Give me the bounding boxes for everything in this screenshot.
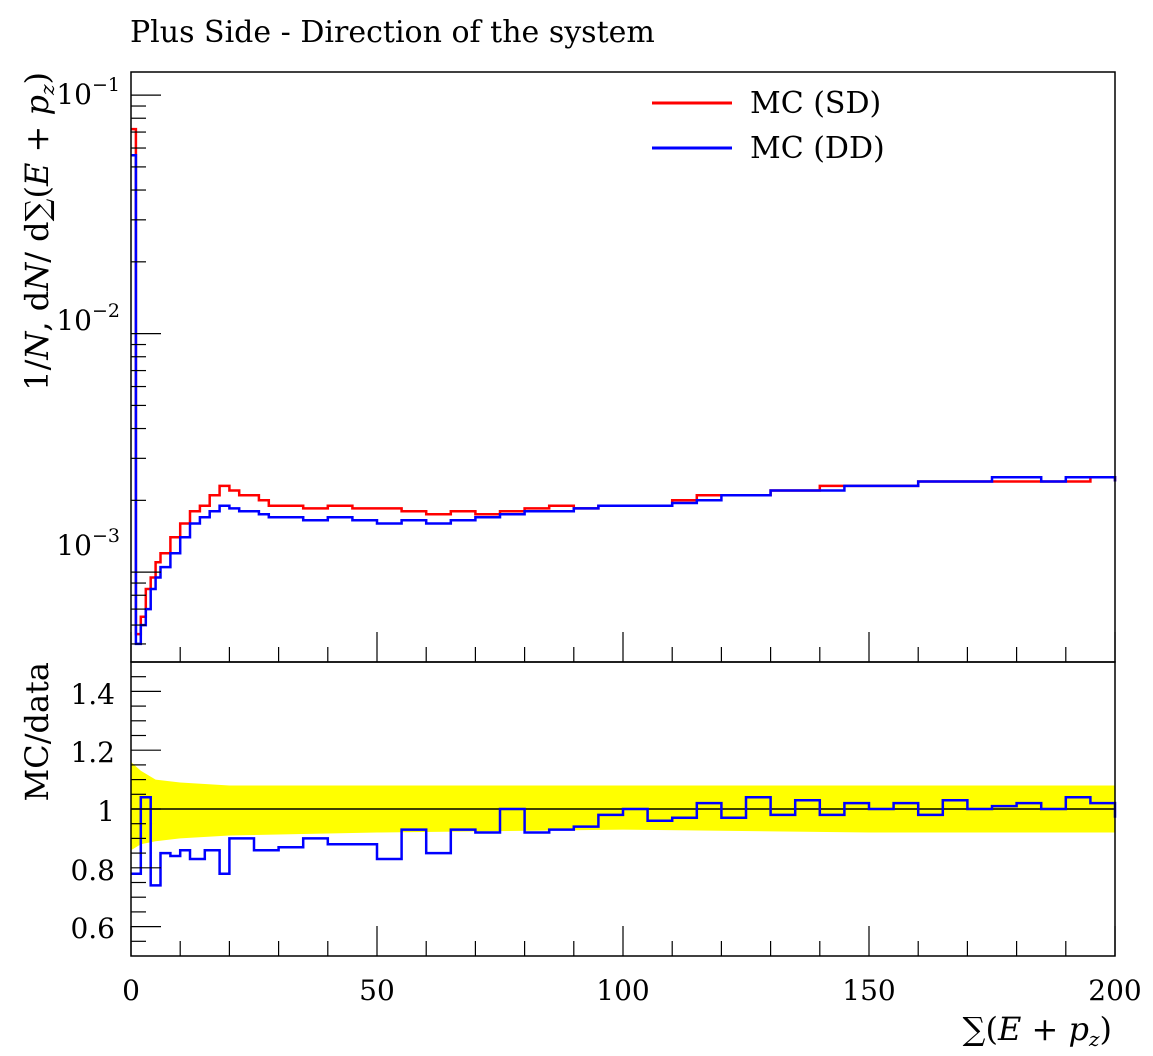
main-series-layer [131,127,1117,646]
y-tick-label-1: 10−1 [56,74,120,111]
axis-ticks [130,94,1116,956]
x-axis-label: ∑(E + pz) [963,1010,1112,1051]
x-tick-100: 100 [596,974,649,1007]
ratio-uncertainty-band [131,762,1115,851]
y-tick-label-2: 10−2 [56,300,120,337]
ratio-y-axis-label: MC/data [18,662,56,802]
ratio-y-tick-0.8: 0.8 [70,854,115,887]
ratio-y-tick-1.4: 1.4 [70,678,115,711]
ratio-series-layer [131,795,1117,887]
ratio-y-tick-1: 1 [97,795,115,828]
series-line-mc-sd [131,127,1117,636]
legend-label-dd: MC (DD) [750,131,885,166]
x-tick-150: 150 [842,974,895,1007]
chart-title: Plus Side - Direction of the system [130,15,655,50]
ratio-band-area [131,762,1115,851]
series-line-mc-dd [131,153,1117,646]
legend-label-sd: MC (SD) [750,86,881,121]
ratio-y-tick-1.2: 1.2 [70,736,115,769]
ratio-y-tick-0.6: 0.6 [70,912,115,945]
legend: MC (SD) MC (DD) [652,86,885,166]
y-tick-label-3: 10−3 [56,525,120,562]
ratio-series-line-mc-dd [131,795,1117,887]
x-tick-50: 50 [359,974,395,1007]
x-tick-0: 0 [122,974,140,1007]
x-tick-200: 200 [1088,974,1141,1007]
main-y-axis-label: 1/N, dN/ d∑(E + pz) [18,72,59,391]
